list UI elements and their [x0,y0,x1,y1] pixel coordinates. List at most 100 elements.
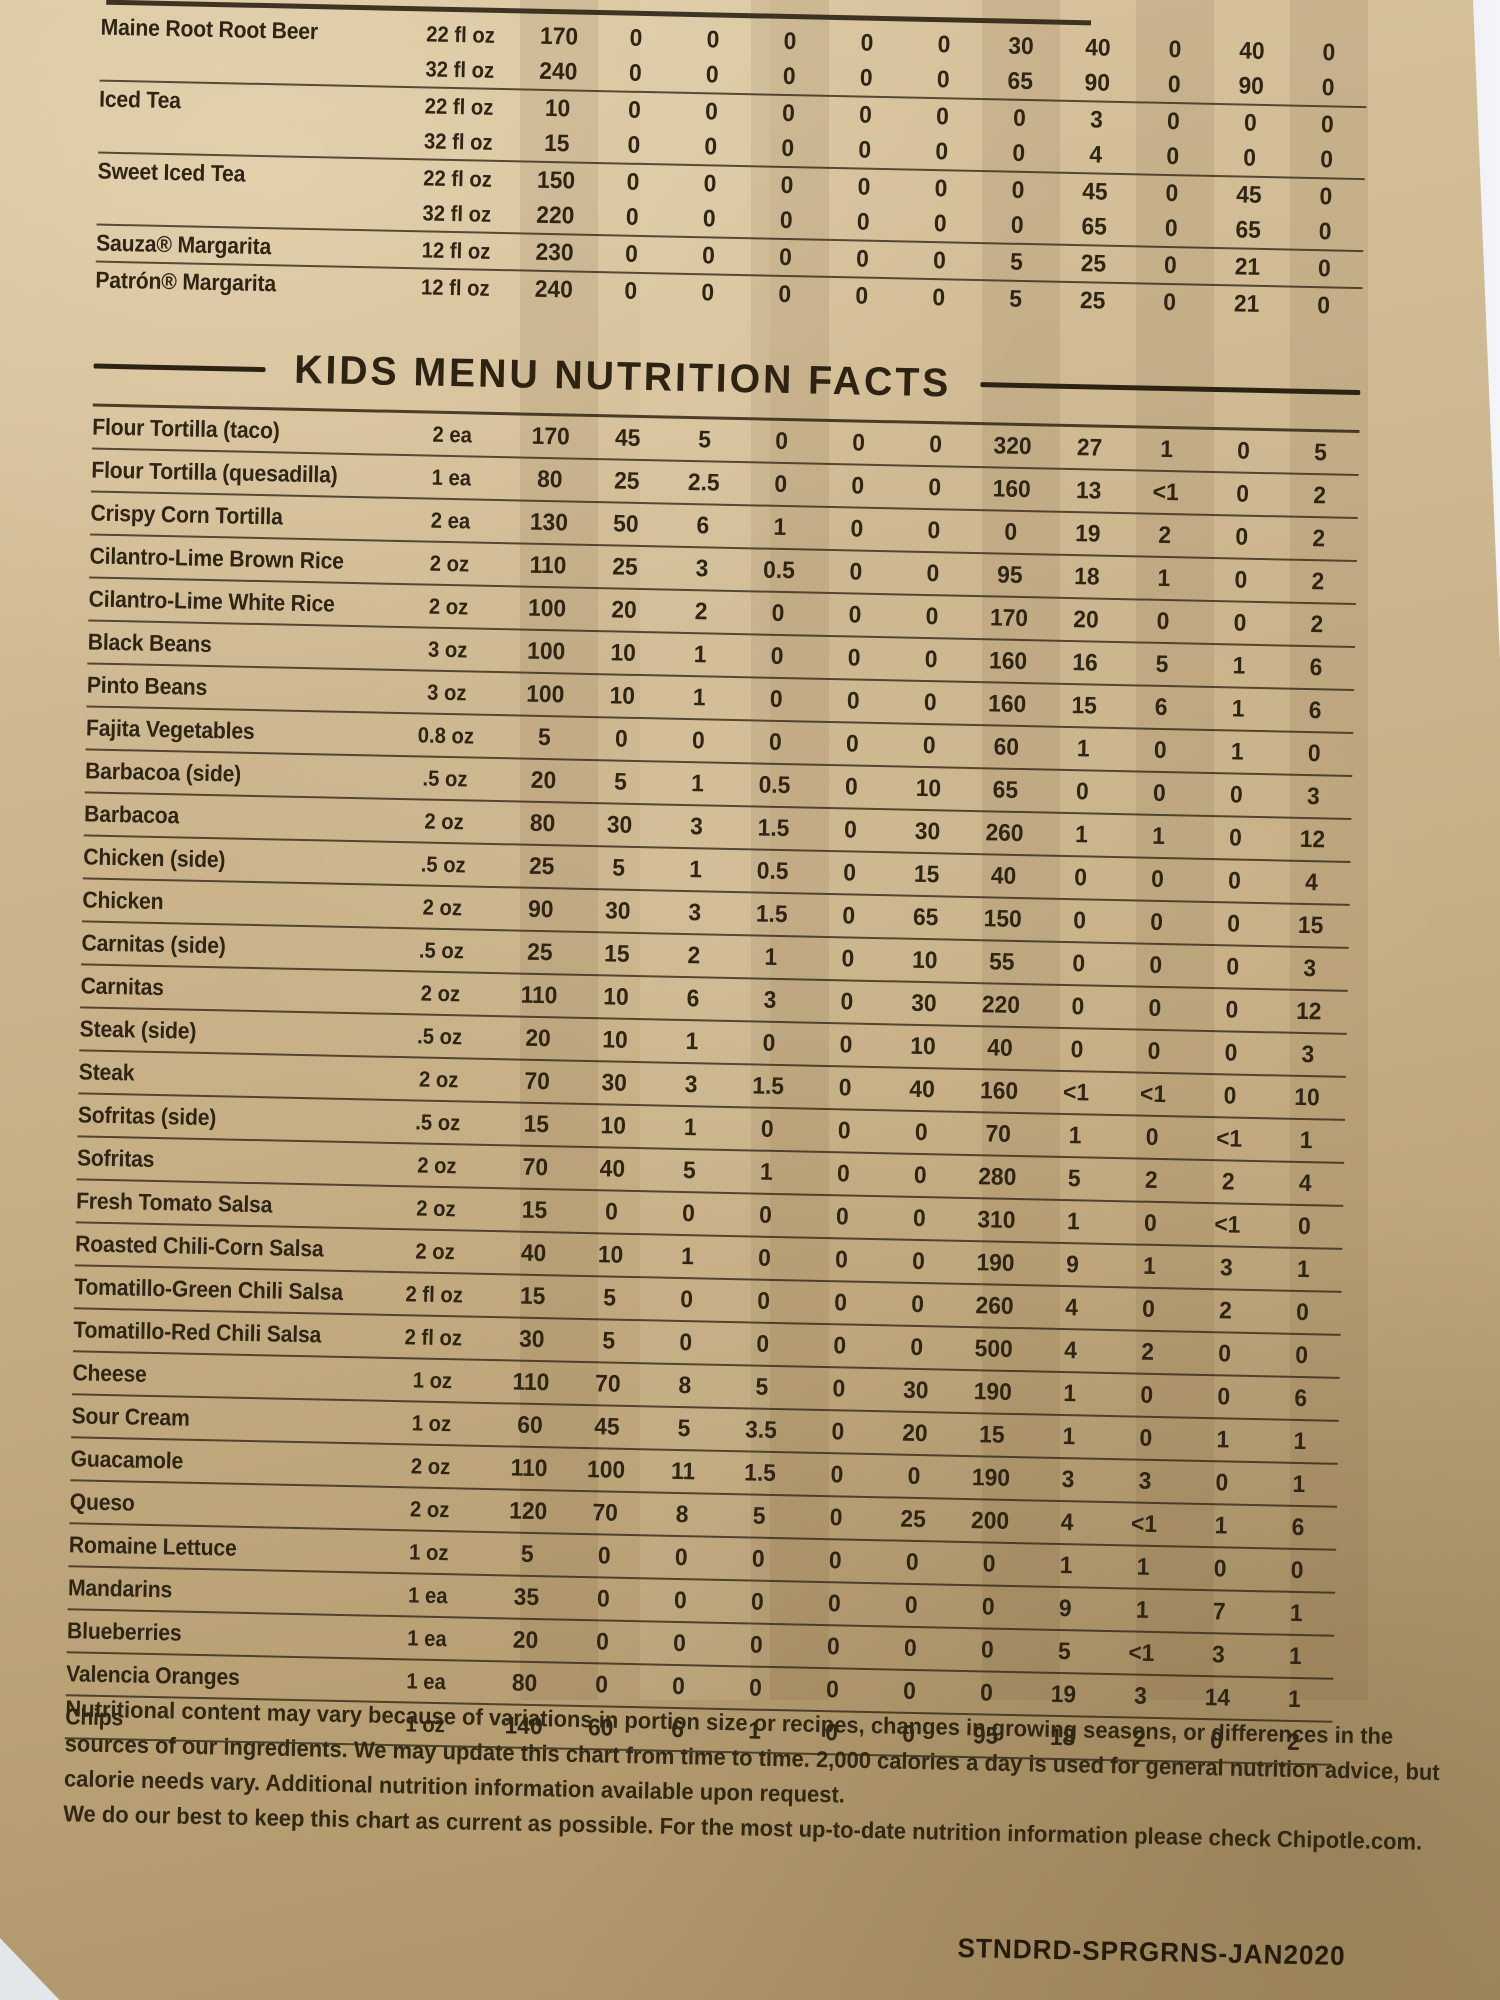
nutrition-value: 8 [678,1371,692,1399]
serving-size: 2 oz [409,1495,450,1522]
nutrition-value: <1 [1215,1124,1243,1153]
nutrition-value: 20 [901,1419,928,1447]
nutrition-value: 0 [910,1290,925,1318]
nutrition-value: 16 [1072,648,1099,677]
item-name: Sofritas [76,1144,155,1172]
nutrition-value: 20 [525,1024,552,1052]
nutrition-value: 100 [527,594,567,622]
nutrition-value: 0 [1152,779,1166,807]
nutrition-value: 2 [1218,1296,1233,1325]
nutrition-value: 80 [536,465,563,493]
nutrition-value: 0.5 [758,771,791,799]
nutrition-value: 0 [780,171,794,199]
nutrition-value: 0 [935,102,950,130]
nutrition-value: 0 [624,277,638,305]
nutrition-value: 1 [1062,1422,1076,1450]
nutrition-value: 10 [911,946,938,974]
nutrition-value: 500 [974,1334,1013,1363]
nutrition-value: 0 [932,246,947,274]
nutrition-value: 10 [610,638,637,667]
nutrition-value: 0 [928,473,942,501]
item-name: Mandarins [67,1574,173,1603]
nutrition-value: 10 [910,1032,936,1060]
nutrition-value: 1 [773,513,787,541]
serving-size: 3 oz [427,636,468,662]
nutrition-value: 0 [837,1116,851,1145]
nutrition-value: 0 [1075,777,1090,805]
nutrition-value: 1 [1159,435,1174,463]
nutrition-value: 7 [1212,1597,1226,1625]
nutrition-value: 0 [595,1627,610,1656]
nutrition-value: 0 [625,203,639,231]
nutrition-value: 0 [838,1073,852,1102]
item-name: Barbacoa [83,800,180,829]
item-name: Barbacoa (side) [84,757,242,787]
nutrition-value: 1.5 [752,1071,785,1100]
nutrition-value: 4 [1089,140,1103,169]
nutrition-value: 0 [1217,1382,1231,1411]
nutrition-value: 0 [1156,607,1170,635]
nutrition-value: 190 [976,1248,1015,1277]
nutrition-value: 0 [691,726,706,754]
nutrition-value: 40 [990,861,1017,890]
nutrition-value: 110 [520,981,558,1009]
nutrition-value: 0 [679,1328,693,1356]
nutrition-value: 0 [840,987,854,1016]
nutrition-value: 0 [760,1115,774,1143]
nutrition-value: 0 [1227,909,1241,938]
nutrition-value: 15 [521,1196,548,1224]
nutrition-value: 0 [1004,518,1018,546]
nutrition-value: 0 [702,204,716,233]
nutrition-value: 2 [1312,524,1326,552]
nutrition-value: 5 [677,1414,691,1442]
nutrition-value: 2 [1313,481,1327,509]
item-name: Chicken (side) [83,843,226,873]
nutrition-value: 0 [835,1202,850,1231]
nutrition-value: 0 [1317,254,1332,282]
nutrition-value: 70 [594,1369,621,1398]
serving-size: 1 ea [406,1667,447,1694]
item-name [98,134,374,140]
header-rule-left [93,363,266,372]
nutrition-value: 1 [1151,822,1166,850]
serving-size: 2 oz [429,550,470,576]
nutrition-value: 20 [611,595,638,624]
nutrition-value: 0 [979,1678,994,1707]
nutrition-value: 60 [993,732,1020,761]
nutrition-value: 3 [684,1070,698,1098]
nutrition-value: 6 [686,984,700,1012]
nutrition-value: 19 [1050,1680,1077,1708]
nutrition-value: 1 [689,855,703,883]
nutrition-value: 0 [706,25,720,54]
nutrition-value: 0 [671,1672,686,1700]
nutrition-value: 0 [828,1546,842,1574]
nutrition-value: 4 [1060,1508,1074,1536]
nutrition-value: 0 [911,1247,926,1275]
nutrition-value: 0 [781,134,795,162]
nutrition-value: 1 [683,1113,697,1141]
nutrition-value: 40 [909,1075,936,1103]
serving-size: 2 oz [420,980,461,1006]
serving-size: .5 oz [420,850,466,877]
nutrition-value: 0 [858,100,873,129]
nutrition-value: 1 [1292,1470,1306,1498]
nutrition-value: 5 [613,768,628,796]
item-name: Flour Tortilla (quesadilla) [91,456,338,488]
nutrition-value: 65 [1081,212,1108,241]
nutrition-value: 0 [1073,906,1087,934]
nutrition-value: 20 [512,1626,539,1654]
item-name: Steak (side) [79,1015,197,1044]
nutrition-value: 0 [1225,995,1239,1024]
nutrition-value: 0 [1140,1381,1154,1409]
nutrition-value: 0 [903,1634,918,1662]
nutrition-value: 5 [1313,438,1328,466]
serving-size: 2 oz [416,1151,457,1178]
print-code: STNDRD-SPRGRNS-JAN2020 [957,1932,1346,1972]
nutrition-value: 20 [1073,605,1099,634]
nutrition-value: 0 [1322,38,1336,66]
nutrition-value: 150 [983,904,1023,933]
nutrition-value: 4 [1304,868,1319,896]
nutrition-value: 110 [512,1368,550,1396]
item-name: Sofritas (side) [77,1101,217,1131]
nutrition-value: 25 [1080,249,1107,278]
